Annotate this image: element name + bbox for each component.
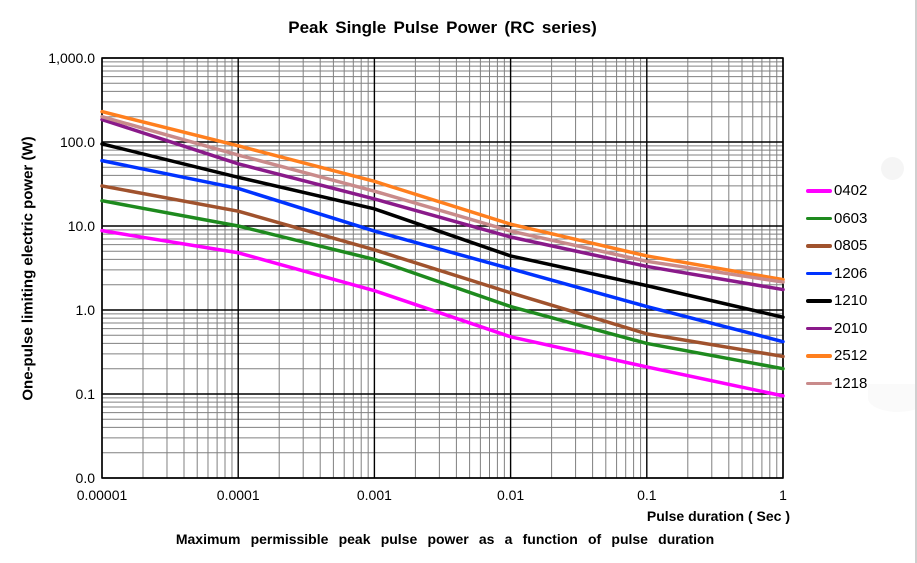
legend-item-1206: 1206: [806, 260, 867, 288]
legend-label-0603: 0603: [834, 209, 868, 227]
legend-item-1210: 1210: [806, 287, 867, 315]
legend-label-0805: 0805: [834, 237, 868, 255]
legend-label-1206: 1206: [834, 264, 868, 282]
legend-label-2010: 2010: [834, 319, 868, 337]
y-tick-label: 100.0: [60, 134, 95, 150]
y-tick-label: 0.1: [76, 386, 96, 402]
legend-item-0603: 0603: [806, 205, 867, 233]
legend-swatch-1218: [806, 381, 832, 385]
legend-label-0402: 0402: [834, 182, 868, 200]
page-edge-line: [915, 0, 917, 563]
series-line-2512: [100, 109, 785, 282]
legend-label-1210: 1210: [834, 292, 868, 310]
legend-label-2512: 2512: [834, 347, 868, 365]
x-tick-label: 0.01: [497, 487, 524, 503]
legend-item-1218: 1218: [806, 370, 867, 398]
x-tick-label: 0.1: [637, 487, 657, 503]
series-line-1218: [100, 114, 785, 284]
plot-border: [101, 57, 784, 479]
y-tick-label: 1.0: [76, 302, 96, 318]
legend-swatch-2010: [806, 326, 832, 330]
y-tick-label: 10.0: [68, 218, 95, 234]
watermark: [868, 384, 917, 412]
legend: 0402 0603 0805 1206 1210 2010 2512 1218: [806, 177, 867, 397]
y-tick-label: 1,000.0: [48, 50, 95, 66]
series-line-2010: [100, 117, 785, 292]
legend-swatch-0402: [806, 189, 832, 193]
y-tick-label: 0.0: [76, 470, 96, 486]
x-tick-label: 0.0001: [217, 487, 260, 503]
legend-label-1218: 1218: [834, 374, 868, 392]
legend-swatch-1206: [806, 271, 832, 275]
legend-swatch-2512: [806, 354, 832, 358]
chart-title: Peak Single Pulse Power (RC series): [288, 18, 597, 37]
series-line-1210: [100, 142, 785, 319]
x-tick-label: 0.001: [357, 487, 392, 503]
legend-item-0402: 0402: [806, 177, 867, 205]
series-line-0805: [100, 184, 785, 359]
series-line-1206: [100, 158, 785, 344]
x-tick-label: 0.00001: [77, 487, 128, 503]
series-line-0402: [100, 228, 785, 398]
legend-swatch-0805: [806, 244, 832, 248]
legend-swatch-1210: [806, 299, 832, 303]
legend-item-0805: 0805: [806, 232, 867, 260]
legend-item-2010: 2010: [806, 315, 867, 343]
legend-swatch-0603: [806, 216, 832, 220]
chart-caption: Maximum permissible peak pulse power as …: [175, 531, 715, 547]
watermark: [881, 157, 904, 180]
x-axis-title: Pulse duration ( Sec ): [646, 508, 790, 524]
legend-item-2512: 2512: [806, 342, 867, 370]
series-line-0603: [100, 198, 785, 371]
x-tick-label: 1: [779, 487, 787, 503]
